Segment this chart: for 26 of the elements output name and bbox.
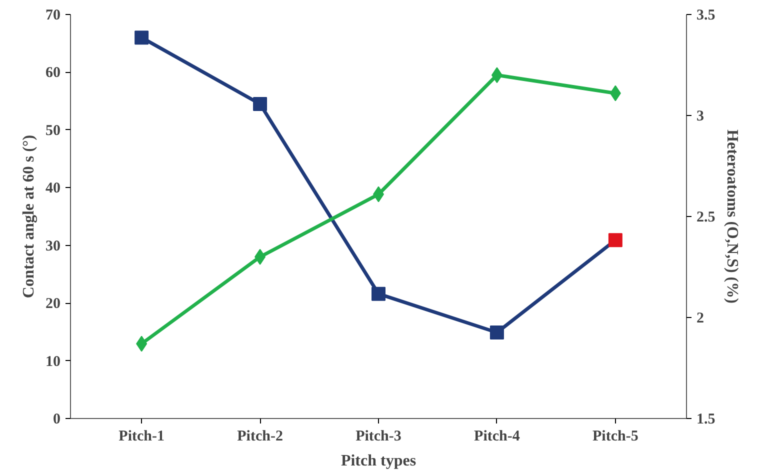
x-axis-title: Pitch types [340,452,416,470]
x-tick-label: Pitch-3 [356,428,402,444]
point [608,233,622,248]
x-tick-label: Pitch-5 [592,428,638,444]
y-tick-label: 10 [46,354,60,370]
y-tick-label: 20 [46,296,60,312]
y2-tick-label: 3 [696,108,704,124]
x-tick-label: Pitch-4 [474,428,520,444]
point [490,326,504,340]
y-axis-title: Contact angle at 60 s (°) [20,134,38,298]
point [253,96,268,111]
point [372,286,386,301]
x-tick-label: Pitch-2 [237,428,283,444]
y-tick-label: 0 [53,412,60,428]
y2-tick-label: 2.5 [696,210,716,226]
y-tick-label: 50 [46,122,60,139]
y2-axis-title: Heteroatoms (O,N,S) (%) [723,130,740,304]
y2-tick-label: 3.5 [696,8,716,24]
y-tick-label: 60 [46,65,60,82]
y2-tick-label: 1.5 [696,412,716,428]
point [134,30,149,45]
y-tick-label: 30 [46,238,60,254]
y2-tick-label: 2 [696,310,704,326]
y-tick-label: 70 [46,8,60,24]
x-tick-label: Pitch-1 [118,428,164,444]
y-tick-label: 40 [46,180,60,197]
